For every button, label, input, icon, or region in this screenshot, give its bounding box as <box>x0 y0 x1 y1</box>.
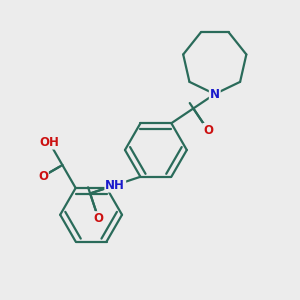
Text: N: N <box>210 88 220 100</box>
Text: O: O <box>203 124 213 137</box>
Text: NH: NH <box>105 178 125 192</box>
Text: O: O <box>94 212 103 225</box>
Text: O: O <box>38 170 48 183</box>
Text: OH: OH <box>39 136 59 148</box>
